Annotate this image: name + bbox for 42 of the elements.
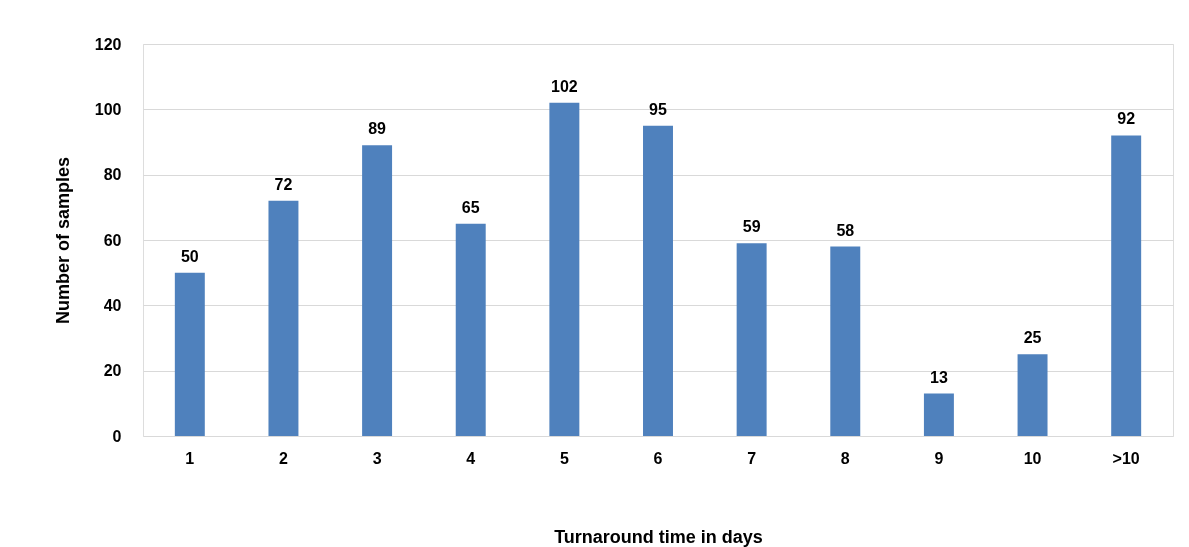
bar — [923, 393, 954, 436]
x-tick-label: 3 — [372, 449, 382, 467]
y-tick-label: 0 — [112, 427, 122, 445]
x-tick-label: 8 — [840, 449, 850, 467]
data-label: 95 — [649, 100, 667, 118]
x-tick-label: >10 — [1112, 449, 1140, 467]
y-tick-label: 120 — [94, 35, 122, 53]
data-label: 72 — [274, 175, 293, 193]
x-tick-label: 9 — [934, 449, 944, 467]
data-label: 89 — [368, 120, 387, 138]
data-label: 102 — [551, 77, 578, 95]
x-tick-label: 4 — [466, 449, 476, 467]
x-axis-title: Turnaround time in days — [554, 526, 763, 547]
x-tick-label: 5 — [559, 449, 569, 467]
data-label: 25 — [1023, 329, 1042, 347]
x-tick-label: 2 — [279, 449, 288, 467]
y-tick-label: 100 — [94, 100, 122, 118]
bar — [643, 125, 673, 436]
y-axis-title: Number of samples — [52, 156, 73, 325]
x-tick-label: 10 — [1023, 449, 1042, 467]
x-tick-label: 6 — [653, 449, 663, 467]
data-label: 50 — [180, 247, 199, 265]
bar — [1017, 354, 1048, 436]
bar — [174, 272, 205, 436]
y-tick-label: 40 — [103, 296, 122, 314]
bar — [1111, 135, 1142, 436]
bar — [268, 200, 299, 436]
bar — [830, 246, 861, 436]
data-label: 65 — [461, 198, 480, 216]
data-label: 58 — [836, 221, 855, 239]
y-tick-label: 20 — [103, 362, 122, 380]
data-label: 92 — [1117, 110, 1136, 128]
bar — [455, 223, 486, 436]
x-tick-label: 1 — [185, 449, 195, 467]
bar — [736, 243, 767, 436]
y-tick-label: 80 — [103, 166, 122, 184]
bar — [549, 102, 580, 436]
data-label: 13 — [930, 368, 948, 386]
y-tick-label: 60 — [103, 231, 122, 249]
data-label: 59 — [742, 218, 761, 236]
bar — [362, 145, 393, 436]
x-tick-label: 7 — [747, 449, 757, 467]
